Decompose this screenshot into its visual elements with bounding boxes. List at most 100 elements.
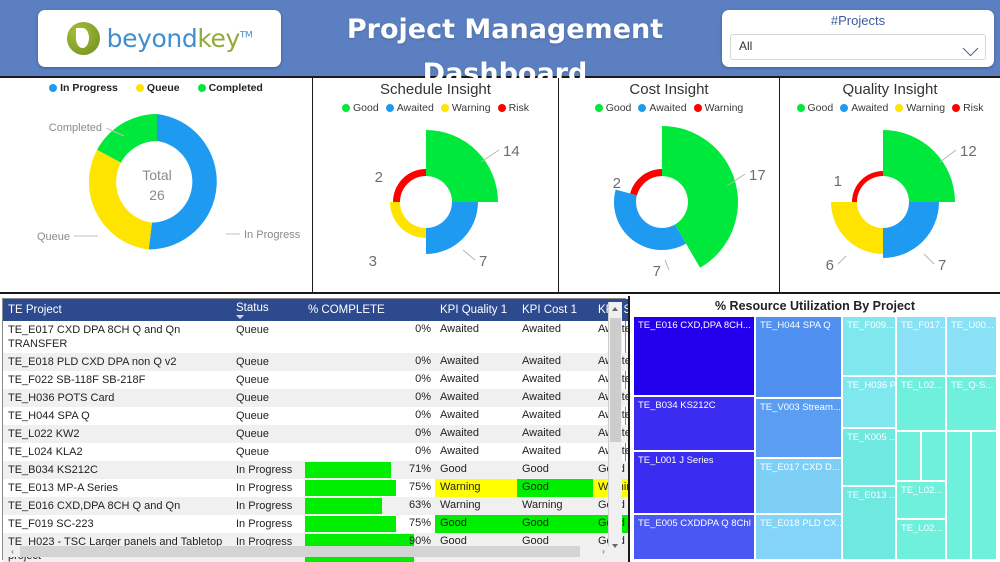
legend-item-good[interactable]: Good bbox=[342, 102, 379, 114]
cell-status: Queue bbox=[236, 374, 270, 386]
treemap-tile[interactable]: TE_L02... bbox=[896, 519, 946, 560]
cell-project: TE_L024 KLA2 bbox=[8, 446, 83, 458]
table-row[interactable]: TE_E018 PLD CXD DPA non Q v2 Queue 0% Await… bbox=[3, 353, 628, 371]
treemap-tile[interactable]: TE_E018 PLD CX... bbox=[755, 514, 842, 560]
legend-label-in-progress: In Progress bbox=[60, 82, 118, 94]
rose-value-good: 14 bbox=[503, 143, 520, 160]
legend-item-risk[interactable]: Risk bbox=[497, 102, 529, 114]
table-row[interactable]: TE_E017 CXD DPA 8CH Q and Qn TRANSFER Que… bbox=[3, 321, 628, 353]
table-row[interactable]: TE_H036 POTS CardQueue0%AwaitedAwaitedAw… bbox=[3, 389, 628, 407]
horizontal-scroll-thumb[interactable] bbox=[20, 546, 580, 557]
legend-item-cost-good[interactable]: Good bbox=[594, 102, 631, 114]
treemap-tile[interactable]: TE_K005 ... bbox=[842, 428, 896, 486]
col-header-kpi-quality[interactable]: KPI Quality 1 bbox=[435, 299, 517, 321]
treemap-tile[interactable]: TE_Q-S... bbox=[946, 376, 997, 431]
legend-item-quality-awaited[interactable]: Awaited bbox=[840, 102, 888, 114]
legend-item-cost-warning[interactable]: Warning bbox=[693, 102, 743, 114]
scroll-up-button[interactable] bbox=[609, 302, 622, 316]
legend-item-completed[interactable]: Completed bbox=[197, 82, 263, 94]
treemap-tile[interactable] bbox=[896, 431, 921, 481]
treemap-tile[interactable] bbox=[946, 431, 971, 560]
legend-item-cost-awaited[interactable]: Awaited bbox=[638, 102, 687, 114]
legend-item-quality-warning[interactable]: Warning bbox=[895, 102, 945, 114]
treemap-tile[interactable] bbox=[921, 431, 946, 481]
treemap-tile[interactable]: TE_V003 Stream... bbox=[755, 398, 842, 458]
projects-filter-card: #Projects All bbox=[722, 10, 994, 67]
treemap-tile[interactable] bbox=[971, 431, 997, 560]
col-header-project[interactable]: TE Project bbox=[3, 299, 231, 321]
treemap-tile[interactable]: TE_E017 CXD D... bbox=[755, 458, 842, 514]
legend-item-quality-risk[interactable]: Risk bbox=[952, 102, 984, 114]
treemap-tile[interactable]: TE_L001 J Series bbox=[633, 451, 755, 514]
treemap-tile[interactable]: TE_H036 P... bbox=[842, 376, 896, 428]
treemap-tile[interactable]: TE_L02... bbox=[896, 481, 946, 519]
legend-item-queue[interactable]: Queue bbox=[135, 82, 180, 94]
quality-insight-rose-chart[interactable]: 12 7 6 1 bbox=[780, 114, 1000, 284]
treemap-tile[interactable]: TE_B034 KS212C bbox=[633, 396, 755, 451]
table-horizontal-scrollbar[interactable]: ‹ › bbox=[6, 546, 610, 557]
legend-label-quality-risk: Risk bbox=[963, 102, 984, 114]
legend-swatch-awaited-icon bbox=[385, 104, 394, 112]
cell-kpi-cost: Good bbox=[517, 515, 593, 533]
scroll-left-button[interactable]: ‹ bbox=[6, 546, 19, 557]
legend-item-awaited[interactable]: Awaited bbox=[385, 102, 434, 114]
col-header-percent-complete[interactable]: % COMPLETE bbox=[303, 299, 435, 321]
scroll-down-button[interactable] bbox=[609, 539, 622, 553]
projects-table-frame: TE Project Status % COMPLETE KPI Quality… bbox=[2, 298, 628, 562]
rose-slice-quality-awaited bbox=[883, 202, 939, 258]
rose-slice-cost-warning bbox=[630, 169, 662, 196]
table-row[interactable]: TE_H044 SPA QQueue0%AwaitedAwaitedAwaite… bbox=[3, 407, 628, 425]
col-header-status-label: Status bbox=[236, 301, 269, 314]
projects-select[interactable]: All bbox=[730, 34, 986, 60]
chevron-up-icon bbox=[612, 307, 618, 311]
rose-value-quality-awaited: 7 bbox=[938, 257, 946, 274]
legend-swatch-completed-icon bbox=[197, 84, 206, 92]
vertical-scroll-thumb[interactable] bbox=[610, 318, 621, 442]
legend-label-good: Good bbox=[353, 102, 379, 114]
rose-slice-risk bbox=[393, 169, 426, 202]
cell-kpi-quality: Awaited bbox=[435, 425, 517, 443]
col-header-kpi-cost[interactable]: KPI Cost 1 bbox=[517, 299, 593, 321]
status-donut-chart[interactable]: Total 26 Completed Queue In Progress bbox=[0, 94, 313, 274]
table-row[interactable]: TE_F022 SB-118F SB-218F Queue 0% Awaited Awa… bbox=[3, 371, 628, 389]
treemap-tile[interactable]: TE_F009... bbox=[842, 316, 896, 376]
treemap-tile[interactable]: TE_H044 SPA Q bbox=[755, 316, 842, 398]
cell-kpi-quality: Good bbox=[435, 461, 517, 479]
legend-item-warning[interactable]: Warning bbox=[440, 102, 491, 114]
rose-slice-awaited bbox=[426, 202, 478, 254]
progress-bar-label: 0% bbox=[415, 355, 431, 367]
table-row[interactable]: TE_E016 CXD,DPA 8CH Q and Qn In Progress 6… bbox=[3, 497, 628, 515]
rose-value-quality-warning: 6 bbox=[826, 257, 834, 274]
treemap-tile[interactable]: TE_E013 ... bbox=[842, 486, 896, 560]
treemap-tile[interactable]: TE_U00... bbox=[946, 316, 997, 376]
legend-item-quality-good[interactable]: Good bbox=[796, 102, 833, 114]
cost-insight-rose-chart[interactable]: 17 7 2 bbox=[559, 114, 780, 284]
cell-status: Queue bbox=[231, 425, 303, 443]
rose-value-warning: 3 bbox=[369, 253, 377, 270]
cell-percent-complete: 75% bbox=[303, 515, 435, 533]
treemap-tile[interactable]: TE_E016 CXD,DPA 8CH... bbox=[633, 316, 755, 396]
col-header-project-label: TE Project bbox=[8, 304, 62, 316]
resource-utilization-treemap[interactable]: TE_E016 CXD,DPA 8CH... TE_B034 KS212C TE_L… bbox=[633, 316, 997, 560]
cell-project: TE_H044 SPA Q bbox=[8, 410, 90, 422]
scroll-right-button[interactable]: › bbox=[597, 546, 610, 557]
legend-item-in-progress[interactable]: In Progress bbox=[49, 82, 118, 94]
col-header-status[interactable]: Status bbox=[231, 299, 303, 321]
treemap-tile[interactable]: TE_L02... bbox=[896, 376, 946, 431]
table-vertical-scrollbar[interactable] bbox=[608, 302, 622, 553]
cell-kpi-quality: Awaited bbox=[440, 373, 479, 385]
treemap-tile[interactable]: TE_E005 CXDDPA Q 8Chl bbox=[633, 514, 755, 560]
status-donut-panel: In Progress Queue Completed Total 26 bbox=[0, 78, 313, 292]
legend-swatch-good-icon bbox=[342, 104, 350, 112]
schedule-insight-rose-chart[interactable]: 14 7 3 2 bbox=[313, 114, 559, 284]
progress-bar: 0% bbox=[303, 321, 435, 353]
beyondkey-mark-icon bbox=[66, 22, 100, 55]
legend-label-cost-awaited: Awaited bbox=[649, 102, 687, 114]
treemap-tile[interactable]: TE_F017... bbox=[896, 316, 946, 376]
table-row[interactable]: TE_E013 MP-A Series In Progress 75% Warning… bbox=[3, 479, 628, 497]
legend-label-quality-awaited: Awaited bbox=[851, 102, 889, 114]
